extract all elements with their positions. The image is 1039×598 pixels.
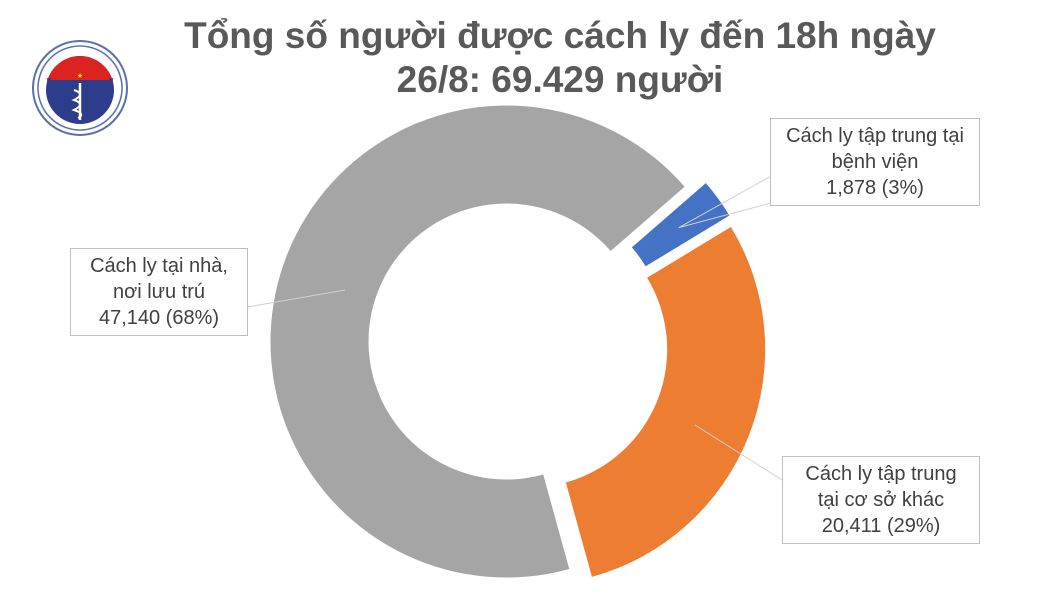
leader-line	[678, 199, 783, 229]
label-other-facility: Cách ly tập trung tại cơ sở khác 20,411 …	[782, 456, 980, 544]
leader-line	[678, 169, 783, 229]
leader-line	[694, 424, 791, 486]
svg-text:★: ★	[77, 72, 83, 80]
label-home-line2: nơi lưu trú	[112, 281, 206, 303]
label-hospital-value: 1,878 (3%)	[826, 177, 924, 199]
label-home-value: 47,140 (68%)	[98, 307, 220, 329]
label-other-value: 20,411 (29%)	[821, 515, 941, 537]
slice-other-facility	[565, 226, 766, 577]
slice-home	[270, 105, 685, 578]
chart-title: Tổng số người được cách ly đến 18h ngày …	[150, 14, 970, 102]
label-hospital-line1: Cách ly tập trung tại	[786, 125, 964, 147]
label-hospital: Cách ly tập trung tại bệnh viện 1,878 (3…	[770, 118, 980, 206]
label-hospital-line2: bệnh viện	[831, 151, 919, 173]
label-other-line2: tại cơ sở khác	[817, 489, 945, 511]
title-line-2: 26/8: 69.429 người	[396, 59, 724, 100]
label-home: Cách ly tại nhà, nơi lưu trú 47,140 (68%…	[70, 248, 248, 336]
label-home-line1: Cách ly tại nhà,	[90, 255, 228, 277]
label-other-line1: Cách ly tập trung	[805, 463, 957, 485]
title-line-1: Tổng số người được cách ly đến 18h ngày	[184, 15, 936, 56]
slice-hospital	[631, 183, 730, 267]
ministry-of-health-logo: ★	[32, 40, 128, 136]
leader-line	[229, 289, 346, 311]
